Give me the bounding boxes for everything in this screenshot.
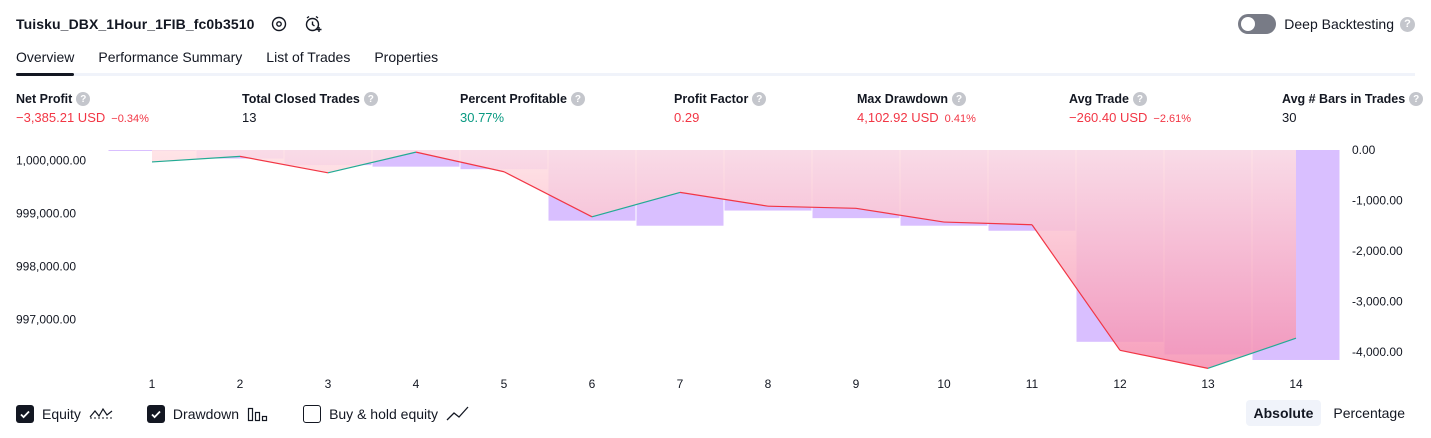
gear-icon[interactable] xyxy=(269,14,289,34)
x-axis-tick: 10 xyxy=(937,377,951,391)
metric-value: −3,385.21 USD xyxy=(16,110,106,125)
x-axis-tick: 5 xyxy=(501,377,508,391)
right-axis-tick: -2,000.00 xyxy=(1352,244,1403,258)
deep-backtesting-label: Deep Backtesting xyxy=(1284,16,1394,32)
equity-line-segment xyxy=(1207,337,1297,369)
metric-value: 4,102.92 USD xyxy=(857,110,939,125)
metric-net-profit: Net Profit? −3,385.21 USD −0.34% xyxy=(16,92,149,125)
equity-line-icon xyxy=(89,406,113,422)
equity-line-segment xyxy=(767,205,857,209)
alarm-clock-plus-icon[interactable] xyxy=(303,14,323,34)
legend-label: Drawdown xyxy=(172,406,240,422)
x-axis-tick: 8 xyxy=(765,377,772,391)
help-icon[interactable]: ? xyxy=(363,92,378,106)
metric-value: 13 xyxy=(242,110,257,125)
metric-value: 30 xyxy=(1282,110,1297,125)
right-axis-tick: -1,000.00 xyxy=(1352,193,1403,207)
deep-backtesting: Deep Backtesting ? xyxy=(1238,12,1415,36)
deep-backtesting-toggle[interactable] xyxy=(1238,14,1277,34)
strategy-header: Tuisku_DBX_1Hour_1FIB_fc0b3510 xyxy=(16,12,323,36)
equity-line-segment xyxy=(503,171,593,218)
x-axis-tick: 13 xyxy=(1201,377,1215,391)
legend-drawdown[interactable]: Drawdown xyxy=(146,405,269,423)
bar-chart-icon xyxy=(247,406,269,422)
checkbox-equity[interactable] xyxy=(16,405,34,423)
equity-line-segment xyxy=(1031,224,1121,351)
x-axis-tick: 4 xyxy=(413,377,420,391)
metric-max-drawdown: Max Drawdown? 4,102.92 USD 0.41% xyxy=(857,92,976,125)
report-tabs: Overview Performance Summary List of Tra… xyxy=(16,46,1415,76)
metric-percent: −0.34% xyxy=(111,113,149,125)
metric-value: 0.29 xyxy=(674,110,700,125)
right-axis-tick: 0.00 xyxy=(1352,143,1376,157)
scale-mode-switch: Absolute Percentage xyxy=(1242,400,1414,426)
help-icon[interactable]: ? xyxy=(1132,92,1147,106)
help-icon[interactable]: ? xyxy=(76,92,91,106)
metric-label: Profit Factor xyxy=(674,92,749,106)
left-axis-tick: 997,000.00 xyxy=(16,313,76,327)
equity-line-segment xyxy=(327,151,417,174)
left-axis-tick: 999,000.00 xyxy=(16,207,76,221)
metric-percent: −2.61% xyxy=(1153,113,1192,125)
equity-line-segment xyxy=(591,191,681,218)
metrics-row: Net Profit? −3,385.21 USD −0.34% Total Cl… xyxy=(16,92,1424,132)
equity-drawdown-chart[interactable]: 1,000,000.00 999,000.00 998,000.00 997,000.… xyxy=(0,140,1431,395)
x-axis-tick: 11 xyxy=(1026,377,1039,391)
trend-line-icon xyxy=(446,406,470,422)
help-icon[interactable]: ? xyxy=(1409,92,1424,106)
legend-buy-hold-equity[interactable]: Buy & hold equity xyxy=(303,405,470,423)
help-icon[interactable]: ? xyxy=(752,92,767,106)
metric-label: Net Profit xyxy=(16,92,73,106)
tab-performance-summary[interactable]: Performance Summary xyxy=(98,49,243,65)
metric-label: Max Drawdown xyxy=(857,92,948,106)
left-axis-tick: 1,000,000.00 xyxy=(16,154,86,168)
checkbox-drawdown[interactable] xyxy=(146,405,165,423)
x-axis-tick: 9 xyxy=(853,377,860,391)
tab-list-of-trades[interactable]: List of Trades xyxy=(266,49,351,65)
mode-percentage-button[interactable]: Percentage xyxy=(1333,405,1405,421)
metric-value: −260.40 USD xyxy=(1069,110,1148,125)
drawdown-area xyxy=(152,150,1296,369)
equity-line-segment xyxy=(1119,349,1209,369)
tab-properties[interactable]: Properties xyxy=(374,49,439,65)
mode-absolute-button[interactable]: Absolute xyxy=(1245,400,1322,426)
strategy-title: Tuisku_DBX_1Hour_1FIB_fc0b3510 xyxy=(16,16,255,32)
left-axis-tick: 998,000.00 xyxy=(16,260,76,274)
equity-line-segment xyxy=(855,207,945,223)
tab-overview[interactable]: Overview xyxy=(16,46,75,76)
chart-legend: Equity Drawdown Buy & hold equity xyxy=(16,403,504,425)
metric-label: Avg Trade xyxy=(1069,92,1129,106)
metric-profit-factor: Profit Factor? 0.29 xyxy=(674,92,767,125)
metric-label: Avg # Bars in Trades xyxy=(1282,92,1406,106)
x-axis-tick: 7 xyxy=(677,377,684,391)
equity-line-segment xyxy=(415,151,505,173)
equity-line-segment xyxy=(943,221,1033,226)
metric-label: Total Closed Trades xyxy=(242,92,360,106)
checkbox-buy-hold-equity[interactable] xyxy=(303,405,322,423)
equity-line-segment xyxy=(239,155,329,174)
equity-line-segment xyxy=(151,155,241,163)
metric-total-closed-trades: Total Closed Trades? 13 xyxy=(242,92,378,125)
x-axis-tick: 2 xyxy=(237,377,244,391)
metric-percent: 0.41% xyxy=(944,113,976,125)
x-axis-tick: 14 xyxy=(1289,377,1303,391)
metric-avg-bars-in-trades: Avg # Bars in Trades? 30 xyxy=(1282,92,1424,125)
x-axis-tick: 3 xyxy=(325,377,332,391)
right-axis-tick: -4,000.00 xyxy=(1352,345,1403,359)
equity-line-segment xyxy=(679,191,769,207)
right-axis-tick: -3,000.00 xyxy=(1352,294,1403,308)
metric-avg-trade: Avg Trade? −260.40 USD −2.61% xyxy=(1069,92,1191,125)
metric-value: 30.77% xyxy=(460,110,505,125)
metric-percent-profitable: Percent Profitable? 30.77% xyxy=(460,92,585,125)
help-icon[interactable]: ? xyxy=(570,92,585,106)
x-axis-tick: 1 xyxy=(149,377,156,391)
help-icon[interactable]: ? xyxy=(952,92,966,106)
help-icon[interactable]: ? xyxy=(1400,16,1415,32)
legend-label: Equity xyxy=(42,406,81,422)
legend-label: Buy & hold equity xyxy=(329,406,439,422)
legend-equity[interactable]: Equity xyxy=(16,405,113,423)
metric-label: Percent Profitable xyxy=(460,92,567,106)
x-axis-tick: 6 xyxy=(589,377,596,391)
x-axis-tick: 12 xyxy=(1113,377,1127,391)
